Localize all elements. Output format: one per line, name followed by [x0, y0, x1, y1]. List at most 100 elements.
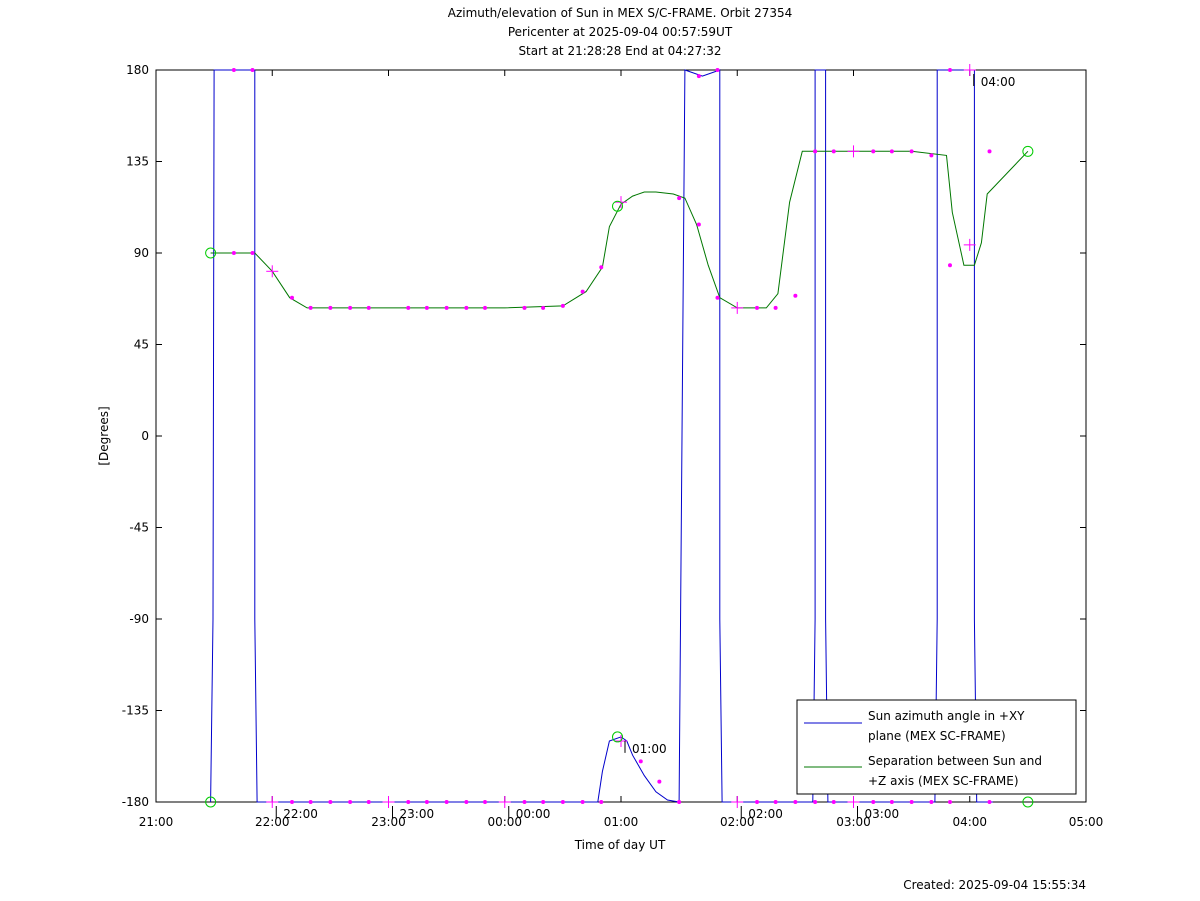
data-point	[715, 68, 720, 72]
data-point	[831, 800, 836, 804]
event-marker	[1022, 796, 1034, 808]
data-point	[348, 305, 353, 310]
data-point	[250, 68, 255, 72]
series-line-separation	[210, 150, 1029, 309]
title-line-1: Azimuth/elevation of Sun in MEX S/C-FRAM…	[448, 6, 793, 20]
annotation-label: 03:00	[865, 807, 900, 821]
data-point	[987, 800, 992, 804]
x-tick-label: 01:00	[604, 815, 639, 829]
y-axis: 180 135 90 45 0 -45 -90 -135 -180	[122, 63, 1086, 809]
event-marker	[205, 796, 217, 808]
data-point	[308, 800, 313, 804]
x-tick-label: 02:00	[720, 815, 755, 829]
data-point	[947, 800, 952, 804]
data-point	[929, 800, 934, 804]
event-marker	[612, 200, 624, 212]
x-tick-label: 21:00	[139, 815, 174, 829]
x-tick-label: 04:00	[952, 815, 987, 829]
x-tick-label: 23:00	[371, 815, 406, 829]
data-point	[871, 800, 876, 804]
legend-box	[796, 699, 1077, 795]
event-marker	[1022, 145, 1034, 157]
data-point	[909, 149, 914, 154]
data-point	[290, 295, 295, 300]
annotation-label: 01:00	[632, 742, 667, 756]
data-point	[638, 759, 643, 764]
annotation-label: 00:00	[516, 807, 551, 821]
y-axis-label: [Degrees]	[97, 406, 111, 465]
legend-label-separation-2: +Z axis (MEX SC-FRAME)	[868, 774, 1019, 788]
legend-label-azimuth-2: plane (MEX SC-FRAME)	[868, 729, 1006, 743]
y-tick-label: 135	[126, 155, 149, 169]
data-point	[677, 800, 682, 804]
data-point	[464, 800, 469, 804]
x-tick-label: 03:00	[836, 815, 871, 829]
x-tick-label: 05:00	[1069, 815, 1104, 829]
created-timestamp: Created: 2025-09-04 15:55:34	[903, 878, 1086, 892]
title-line-2: Pericenter at 2025-09-04 00:57:59UT	[508, 25, 733, 39]
data-point	[406, 800, 411, 804]
data-point	[250, 251, 255, 255]
data-point	[947, 263, 952, 268]
series-line-azimuth	[210, 69, 993, 803]
data-point	[773, 305, 778, 310]
data-point	[889, 800, 894, 804]
data-point	[541, 800, 546, 804]
y-tick-label: -135	[122, 704, 149, 718]
x-axis-label: Time of day UT	[574, 838, 666, 852]
data-point	[406, 305, 411, 310]
data-point	[755, 305, 760, 310]
data-point	[366, 305, 371, 310]
data-point	[813, 149, 818, 154]
data-point	[444, 305, 449, 310]
y-tick-label: -180	[122, 795, 149, 809]
annotation-layer: 22:00 23:00 00:00 01:00 02:00 03:00 04:00	[275, 74, 1015, 821]
data-point	[328, 305, 333, 310]
data-point	[696, 74, 701, 79]
data-point	[231, 251, 236, 255]
data-point	[580, 800, 585, 804]
data-point	[599, 265, 604, 270]
data-point	[793, 293, 798, 298]
data-point	[909, 800, 914, 804]
data-point	[482, 305, 487, 310]
y-tick-label: 45	[134, 338, 149, 352]
y-tick-label: 0	[141, 429, 149, 443]
data-point	[482, 800, 487, 804]
chart-title: Azimuth/elevation of Sun in MEX S/C-FRAM…	[448, 6, 793, 58]
data-point	[444, 800, 449, 804]
data-point	[773, 800, 778, 804]
data-point	[464, 305, 469, 310]
legend-label-azimuth-1: Sun azimuth angle in +XY	[868, 709, 1025, 723]
x-axis: 21:00 22:00 23:00 00:00 01:00 02:00 03:00 04:00…	[139, 70, 1104, 829]
data-point	[541, 305, 546, 310]
legend-label-separation-1: Separation between Sun and	[868, 754, 1042, 768]
data-point	[677, 196, 682, 201]
series-layer	[210, 69, 1029, 803]
data-point	[231, 68, 236, 72]
data-point	[987, 149, 992, 154]
y-tick-label: -90	[129, 612, 149, 626]
data-point	[366, 800, 371, 804]
y-tick-label: -45	[129, 521, 149, 535]
data-point	[580, 289, 585, 294]
title-line-3: Start at 21:28:28 End at 04:27:32	[518, 44, 721, 58]
annotation-label: 22:00	[283, 807, 318, 821]
event-marker	[612, 731, 624, 743]
x-tick-label: 22:00	[255, 815, 290, 829]
data-point	[290, 800, 295, 804]
plot-area	[155, 69, 1087, 803]
event-marker	[205, 247, 217, 259]
data-point	[560, 800, 565, 804]
data-point	[947, 68, 952, 72]
data-point	[889, 149, 894, 154]
y-tick-label: 90	[134, 246, 149, 260]
data-point	[308, 305, 313, 310]
data-point	[522, 800, 527, 804]
x-tick-label: 00:00	[487, 815, 522, 829]
data-point	[348, 800, 353, 804]
data-point	[657, 779, 662, 784]
data-point	[560, 303, 565, 308]
data-point	[813, 800, 818, 804]
marker-layer	[205, 64, 1034, 808]
